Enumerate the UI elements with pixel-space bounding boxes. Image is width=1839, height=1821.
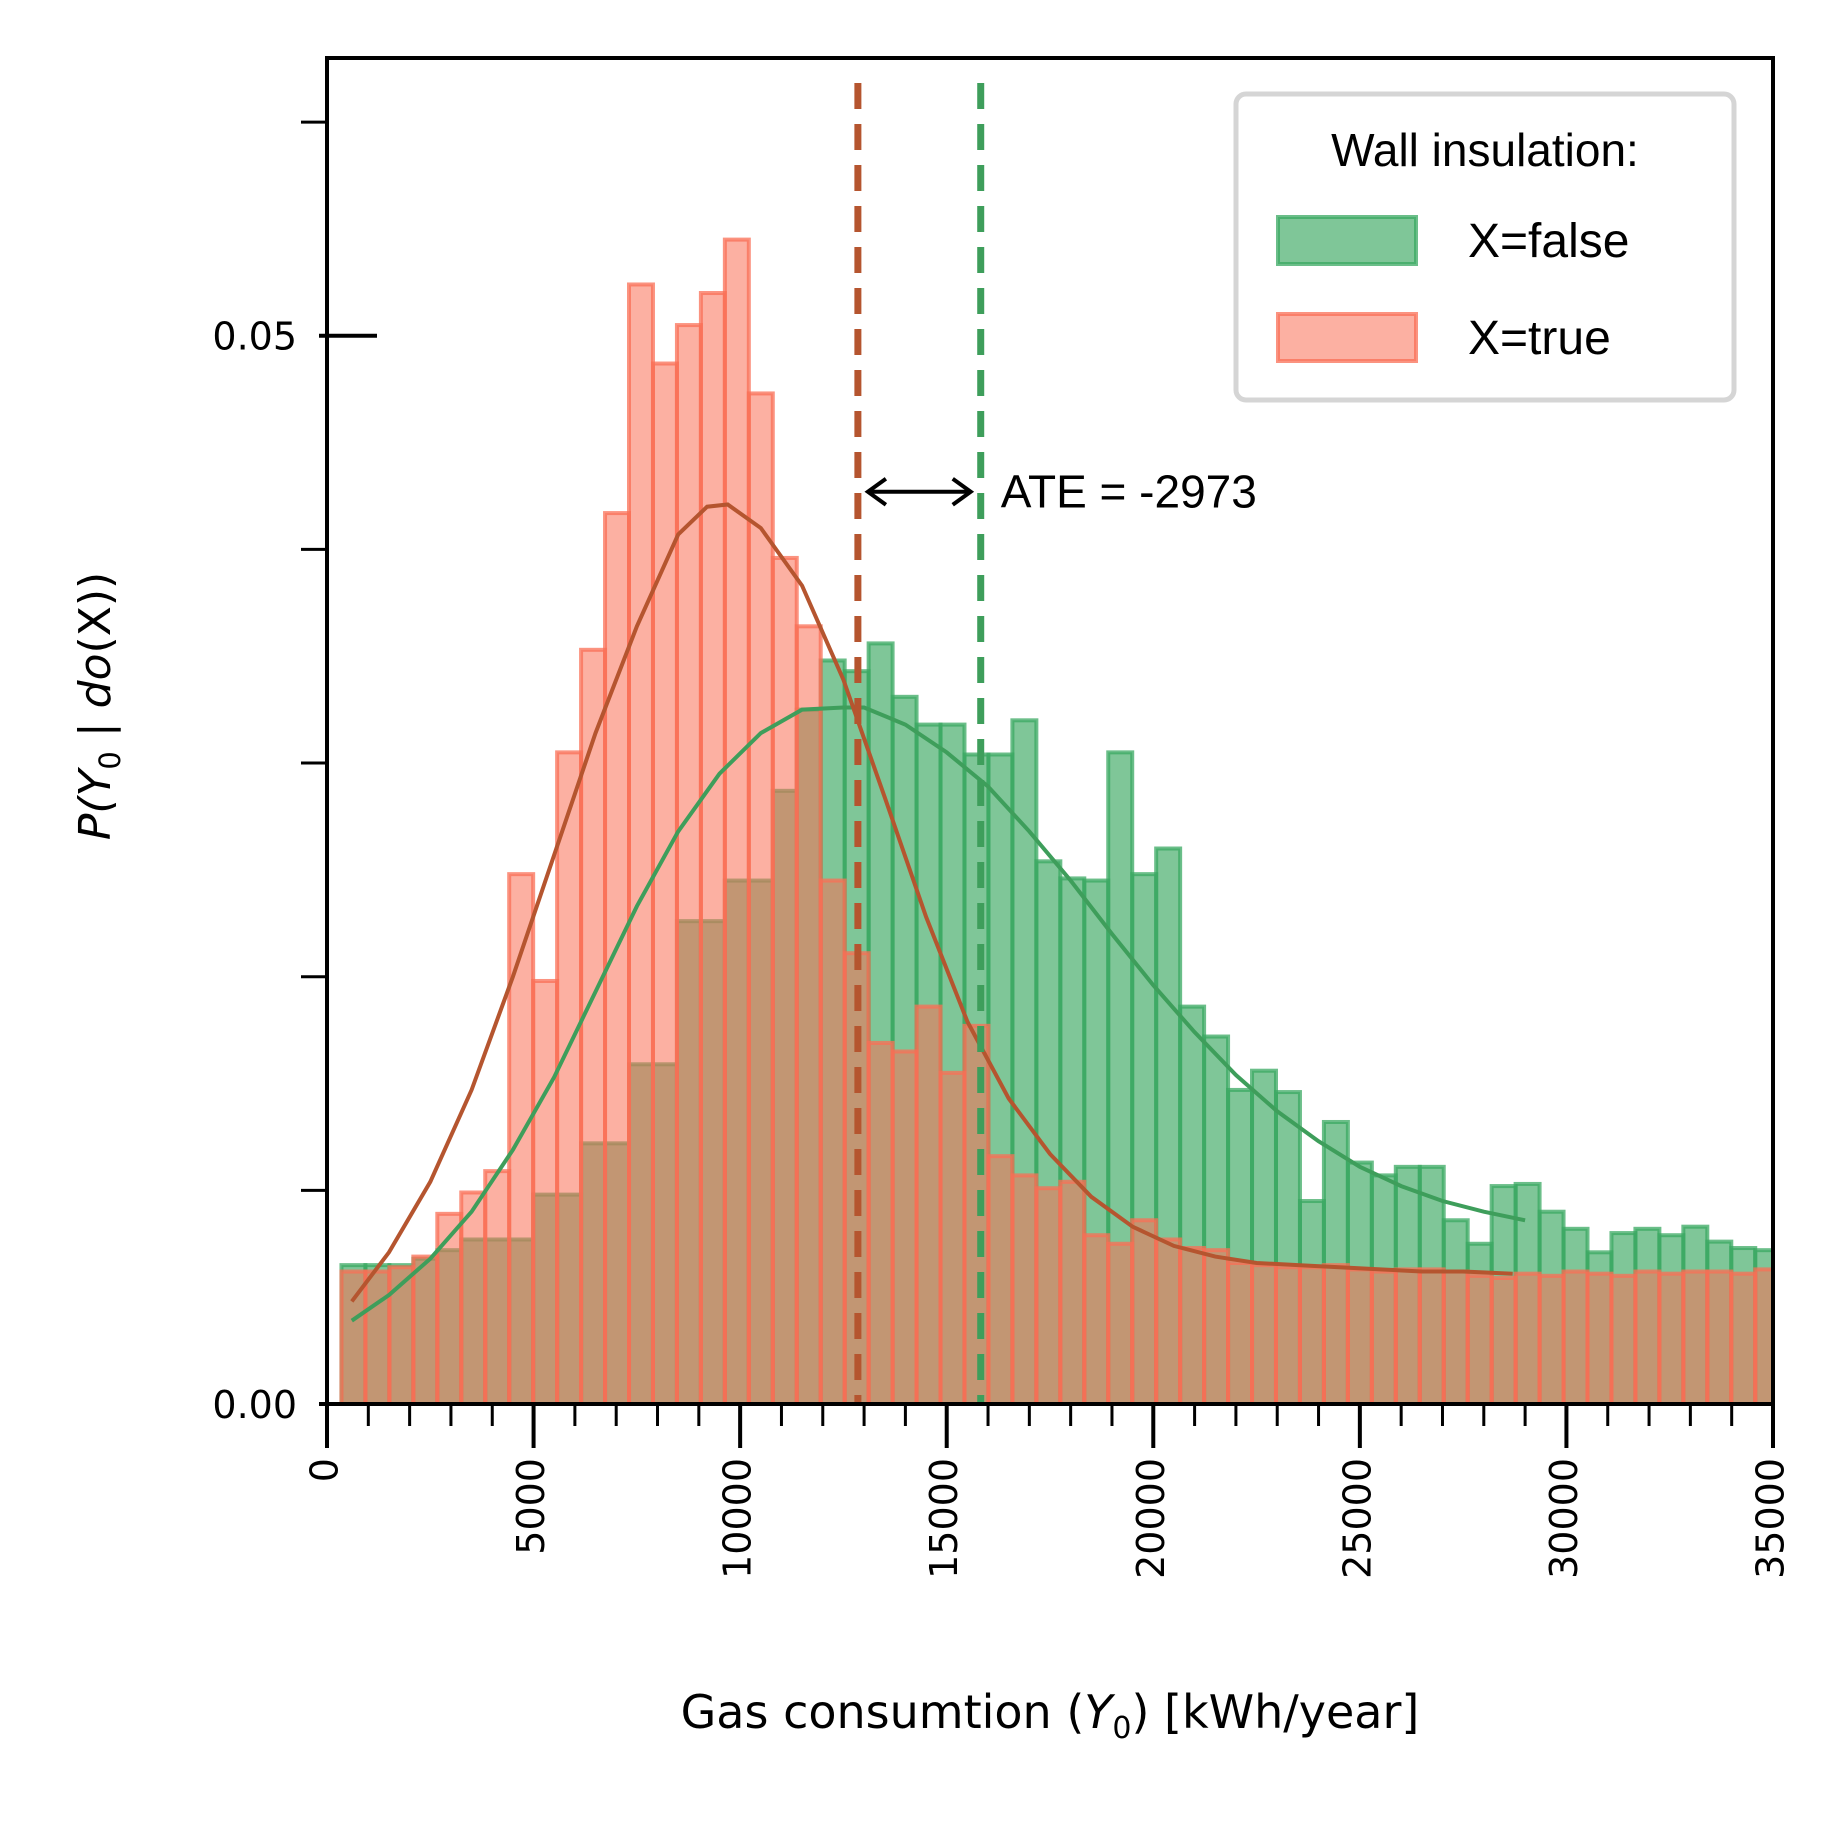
histogram-bar [1202,1248,1231,1404]
histogram-bar [1369,1269,1398,1404]
histogram-bar [1034,1186,1063,1404]
histogram-bar [698,291,727,1404]
ate-annotation: ATE = -2973 [864,466,1257,518]
histogram-bar [1178,1246,1207,1404]
histogram-bar [890,1049,919,1404]
histogram-bar [1321,1263,1350,1404]
histogram-bar [1417,1267,1446,1404]
histogram-bar [1393,1267,1422,1404]
histogram-bar [1779,1265,1803,1404]
histogram-bar [531,978,560,1404]
x-tick-label: 25000 [1335,1458,1379,1579]
histogram-bar [1297,1265,1326,1404]
density-curve-x-true [350,502,1513,1303]
histogram-bar [1561,1269,1590,1404]
ate-label: ATE = -2973 [1001,466,1257,518]
histogram-bar [1250,1263,1278,1404]
x-tick-label: 30000 [1542,1458,1586,1579]
histogram-bar [363,1269,392,1404]
histogram-bar [1489,1275,1518,1404]
x-tick-label: 0 [303,1458,347,1482]
axes: 0 5000 10000 15000 20000 25000 30000 35000 0.00 0… [212,56,1793,1579]
legend-swatch-x-true [1276,312,1418,363]
histogram-bar [1010,1173,1039,1404]
histogram-bar [1465,1273,1494,1404]
legend: Wall insulation: X=false X=true [1233,91,1737,403]
x-tick-label: 15000 [922,1458,966,1579]
y-axis-title: P(Y0 | do(X)) [70,572,127,840]
histogram-bar [650,361,679,1404]
histogram-bar [627,282,655,1404]
histogram-bar [1154,1237,1183,1404]
y-tick-label: 0.05 [212,315,297,359]
histogram-bar [1345,1267,1374,1404]
histogram-bar [1681,1269,1710,1404]
histogram-bar [1779,1252,1803,1404]
mean-lines [854,83,985,1404]
x-tick-label: 5000 [509,1458,553,1555]
histogram-bar [746,391,775,1404]
density-curve-x-false [350,705,1526,1323]
histogram-bar [1657,1271,1686,1404]
legend-swatch-x-false [1276,215,1418,266]
histogram-bar [986,1154,1015,1404]
histogram-bar [1585,1271,1614,1404]
histogram-bar [459,1190,488,1404]
histogram-bar [938,1070,967,1404]
ate-arrow-right-head [951,477,975,507]
histogram-bar [1441,1269,1470,1404]
histogram-bar [1803,1195,1827,1404]
legend-title: Wall insulation: [1331,124,1639,176]
histogram-bar [674,323,703,1404]
histogram-bar [603,511,632,1404]
histogram-bar [962,1023,991,1404]
histogram-bar [1273,1265,1302,1404]
histogram-bar [1633,1269,1662,1404]
histogram-bar [1513,1271,1542,1404]
ate-arrow-left-head [864,477,888,507]
histogram-bar [1609,1273,1638,1404]
x-axis-title: Gas consumtion (Y0) [kWh/year] [681,1685,1420,1746]
histogram-bar [411,1254,440,1404]
histogram-bar [555,750,584,1404]
histogram-bar [794,624,823,1404]
histogram-bar [435,1211,464,1404]
legend-label-x-true: X=true [1468,312,1611,365]
histogram-bar [1537,1273,1566,1404]
x-tick-label: 35000 [1749,1458,1793,1579]
histogram-bar [1130,1218,1159,1404]
histogram-bar [1705,1269,1734,1404]
x-tick-label: 20000 [1129,1458,1173,1579]
histogram-bar [387,1265,416,1404]
histogram-bar [1106,1241,1135,1404]
histogram-bar [722,237,751,1404]
y-tick-label: 0.00 [212,1383,297,1427]
histogram-bar [1753,1267,1773,1404]
histogram-bar [1803,1259,1827,1404]
histogram-bar [1226,1260,1255,1404]
histogram-bar [770,555,799,1404]
density-curves [350,502,1526,1323]
histogram-bar [1082,1233,1111,1404]
histogram-bar [1729,1271,1758,1404]
histogram-bar [866,1040,895,1404]
histogram-bar [818,878,847,1404]
histogram-bar [1058,1179,1087,1404]
histogram-bar [483,1169,512,1404]
legend-label-x-false: X=false [1468,215,1629,268]
x-tick-label: 10000 [716,1458,760,1579]
plot-frame [325,56,1775,1406]
histogram-bar [914,1004,943,1404]
